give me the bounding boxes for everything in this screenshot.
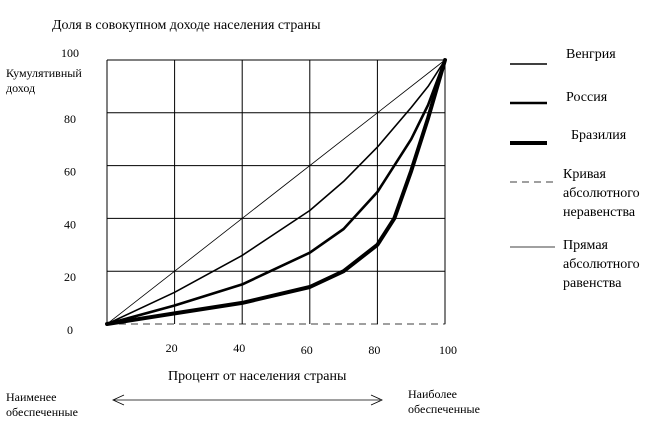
legend-label-2: Бразилия bbox=[571, 128, 627, 143]
y-tick-0: 0 bbox=[67, 323, 73, 337]
legend-label-0: Венгрия bbox=[566, 47, 616, 62]
annotation-least: Наименее обеспеченные bbox=[6, 390, 78, 419]
chart-title: Доля в совокупном доходе населения стран… bbox=[52, 18, 321, 33]
x-tick-60: 60 bbox=[301, 343, 313, 357]
series-line-0 bbox=[106, 59, 446, 325]
legend bbox=[510, 63, 555, 248]
series-layer bbox=[105, 58, 447, 326]
y-tick-100: 100 bbox=[61, 46, 79, 60]
y-tick-60: 60 bbox=[64, 165, 76, 179]
y-ticks: 0 20 40 60 80 100 bbox=[61, 46, 79, 337]
y-axis-label: Кумулятивный доход bbox=[6, 66, 106, 96]
legend-label-1: Россия bbox=[566, 90, 608, 105]
series-line-2 bbox=[105, 58, 447, 326]
direction-arrow bbox=[112, 394, 383, 406]
x-tick-100: 100 bbox=[439, 343, 457, 357]
y-tick-40: 40 bbox=[64, 217, 76, 231]
series-line-1 bbox=[105, 58, 447, 326]
y-tick-80: 80 bbox=[64, 112, 76, 126]
series-line-3 bbox=[107, 60, 446, 325]
x-tick-20: 20 bbox=[166, 341, 178, 355]
y-axis-label-line-1: Кумулятивный bbox=[6, 66, 82, 80]
x-tick-80: 80 bbox=[368, 343, 380, 357]
legend-label-4: Прямая абсолютного равенства bbox=[563, 238, 640, 291]
arrow-head-left bbox=[112, 394, 125, 406]
series-line-4 bbox=[106, 59, 446, 325]
legend-label-3: Кривая абсолютного неравенства bbox=[563, 167, 640, 220]
x-axis-label: Процент от населения страны bbox=[168, 369, 347, 384]
x-tick-40: 40 bbox=[233, 341, 245, 355]
arrow-head-right bbox=[370, 394, 383, 406]
y-axis-label-line-2: доход bbox=[6, 81, 36, 95]
x-ticks: 20 40 60 80 100 bbox=[166, 341, 457, 357]
y-tick-20: 20 bbox=[64, 270, 76, 284]
annotation-most: Наиболее обеспеченные bbox=[408, 387, 480, 416]
